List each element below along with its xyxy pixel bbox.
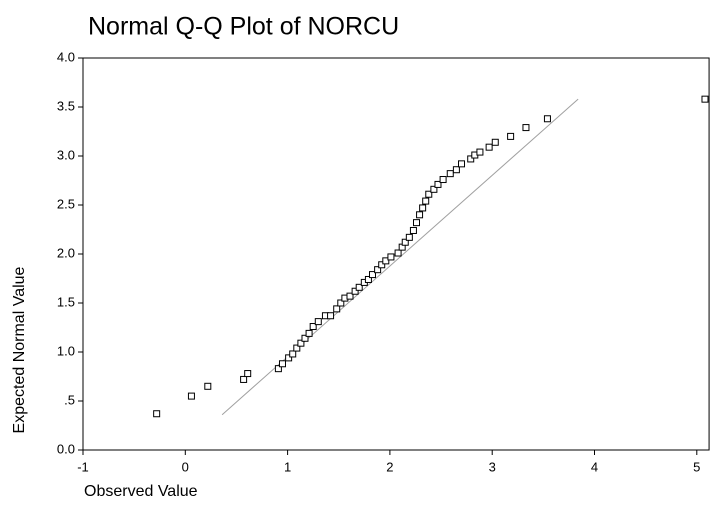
point [522, 124, 530, 132]
y-tick-label: 2.0 [57, 245, 75, 260]
point [382, 257, 390, 265]
point [485, 143, 493, 151]
x-tick-label: 3 [489, 459, 496, 474]
point [333, 305, 341, 313]
point [434, 180, 442, 188]
y-tick-label: 1.0 [57, 343, 75, 358]
point [419, 204, 427, 212]
point [405, 233, 413, 241]
point [153, 410, 161, 418]
point [701, 95, 709, 103]
point [240, 375, 248, 383]
point [378, 261, 386, 269]
chart-title: Normal Q-Q Plot of NORCU [88, 13, 399, 41]
point [412, 219, 420, 227]
point [458, 160, 466, 168]
y-tick-label: .5 [64, 392, 75, 407]
y-tick-label: 0.0 [57, 441, 75, 456]
point [387, 253, 395, 261]
point [409, 226, 417, 234]
y-axis-label: Expected Normal Value [11, 266, 28, 433]
point [293, 344, 301, 352]
point [467, 155, 475, 163]
y-tick-label: 2.5 [57, 196, 75, 211]
y-tick-label: 4.0 [57, 49, 75, 64]
point [543, 115, 551, 123]
point [204, 382, 212, 390]
point [355, 283, 363, 291]
point [439, 176, 447, 184]
y-tick-label: 3.5 [57, 98, 75, 113]
point [507, 132, 515, 140]
point [297, 339, 305, 347]
x-tick-label: -1 [77, 459, 89, 474]
point [274, 365, 282, 373]
x-tick-label: 2 [386, 459, 393, 474]
point [289, 350, 297, 358]
y-tick-label: 1.5 [57, 294, 75, 309]
point [337, 299, 345, 307]
x-axis-label: Observed Value [84, 483, 198, 500]
point [430, 185, 438, 193]
point [314, 318, 322, 326]
point [278, 360, 286, 368]
point [425, 190, 433, 198]
point [452, 166, 460, 174]
point [309, 323, 317, 331]
x-tick-label: 0 [182, 459, 189, 474]
point [491, 138, 499, 146]
point [285, 354, 293, 362]
point [476, 148, 484, 156]
x-tick-label: 4 [591, 459, 598, 474]
point [305, 329, 313, 337]
x-tick-label: 5 [693, 459, 700, 474]
point [327, 312, 335, 320]
point [369, 271, 377, 279]
point [346, 292, 354, 300]
y-tick-label: 3.0 [57, 147, 75, 162]
point [364, 275, 372, 283]
point [244, 370, 252, 378]
point [301, 334, 309, 342]
point [394, 249, 402, 257]
point [446, 170, 454, 178]
point [422, 197, 430, 205]
point [374, 266, 382, 274]
point [187, 392, 195, 400]
point [351, 287, 359, 295]
x-tick-label: 1 [284, 459, 291, 474]
point [401, 238, 409, 246]
point [416, 211, 424, 219]
